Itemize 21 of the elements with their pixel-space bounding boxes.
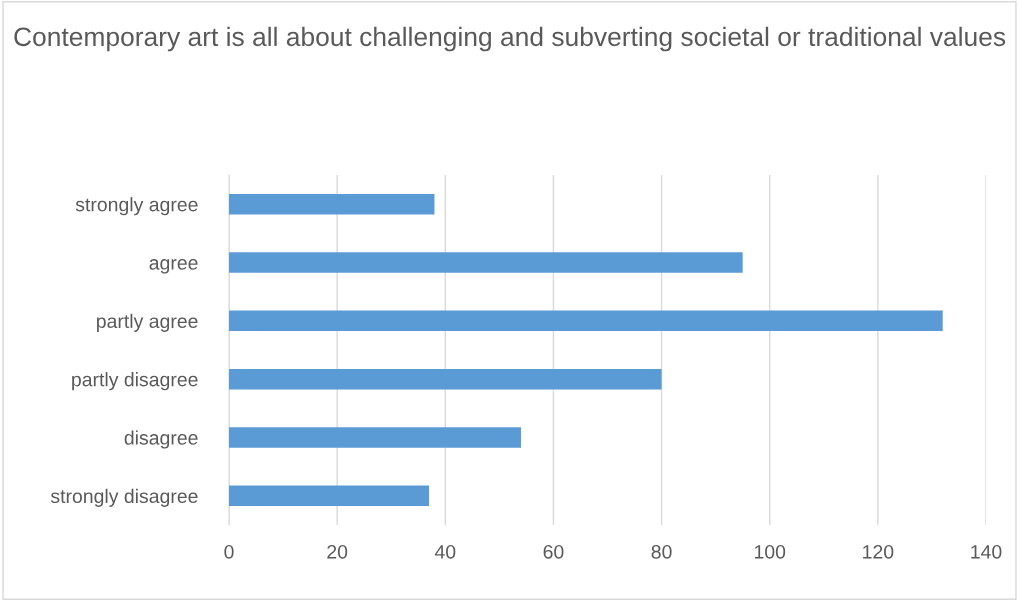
x-tick-label: 100 [754,544,786,559]
y-tick-label: strongly agree [75,197,198,216]
chart-title: Contemporary art is all about challenging and subverting societal or traditional values [14,26,1006,52]
x-tick-label: 20 [327,544,348,559]
bar [229,310,943,332]
x-tick-label: 60 [543,544,564,559]
bar [229,193,435,215]
y-tick-label: partly disagree [72,372,198,391]
x-tick-label: 120 [863,544,894,559]
x-tick-label: 80 [651,544,672,559]
y-tick-label: strongly disagree [50,488,198,507]
x-tick-label: 140 [971,544,1002,559]
y-tick-label: partly agree [97,313,198,332]
y-tick-label: disagree [124,430,198,449]
x-tick-label: 40 [434,544,456,559]
bar [229,485,430,507]
bar [229,368,662,390]
y-tick-label: agree [149,259,198,274]
bar [229,252,743,273]
x-tick-label: 0 [224,544,234,559]
bar [229,427,521,448]
